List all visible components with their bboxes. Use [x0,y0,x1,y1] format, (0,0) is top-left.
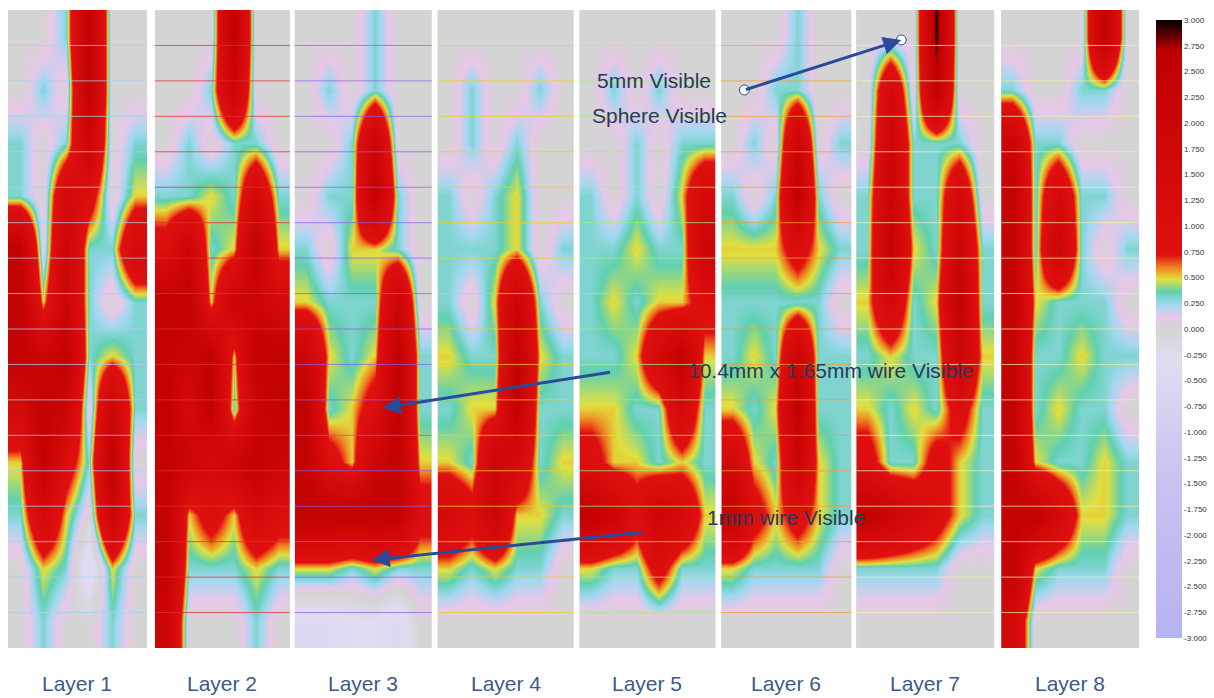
svg-text:Layer 1: Layer 1 [42,672,112,695]
svg-text:1.750: 1.750 [1184,145,1205,154]
svg-text:-2.500: -2.500 [1184,582,1207,591]
svg-text:Layer 7: Layer 7 [890,672,960,695]
svg-text:Layer 6: Layer 6 [751,672,821,695]
svg-text:-2.250: -2.250 [1184,557,1207,566]
svg-text:5mm Visible: 5mm Visible [597,69,711,92]
svg-text:2.250: 2.250 [1184,93,1205,102]
svg-text:-1.250: -1.250 [1184,454,1207,463]
svg-text:Layer 8: Layer 8 [1035,672,1105,695]
svg-text:1mm wire Visible: 1mm wire Visible [707,506,865,529]
svg-text:-0.250: -0.250 [1184,351,1207,360]
svg-text:Layer 3: Layer 3 [328,672,398,695]
svg-text:-3.000: -3.000 [1184,634,1207,643]
svg-text:-2.000: -2.000 [1184,531,1207,540]
svg-text:-1.500: -1.500 [1184,479,1207,488]
svg-text:1.500: 1.500 [1184,170,1205,179]
svg-text:-0.750: -0.750 [1184,402,1207,411]
svg-text:Sphere Visible: Sphere Visible [592,104,727,127]
svg-text:3.000: 3.000 [1184,16,1205,25]
svg-text:2.000: 2.000 [1184,119,1205,128]
svg-text:1.250: 1.250 [1184,196,1205,205]
svg-text:2.500: 2.500 [1184,67,1205,76]
svg-text:10.4mm x 1.65mm wire Visible: 10.4mm x 1.65mm wire Visible [688,359,974,382]
svg-text:0.500: 0.500 [1184,273,1205,282]
svg-text:-1.000: -1.000 [1184,428,1207,437]
svg-text:0.750: 0.750 [1184,248,1205,257]
svg-text:-1.750: -1.750 [1184,505,1207,514]
svg-text:-0.500: -0.500 [1184,376,1207,385]
svg-text:0.250: 0.250 [1184,299,1205,308]
svg-text:0.000: 0.000 [1184,325,1205,334]
svg-text:Layer 4: Layer 4 [471,672,541,695]
svg-text:1.000: 1.000 [1184,222,1205,231]
svg-text:2.750: 2.750 [1184,42,1205,51]
svg-text:Layer 2: Layer 2 [187,672,257,695]
svg-text:-2.750: -2.750 [1184,608,1207,617]
svg-text:Layer 5: Layer 5 [612,672,682,695]
